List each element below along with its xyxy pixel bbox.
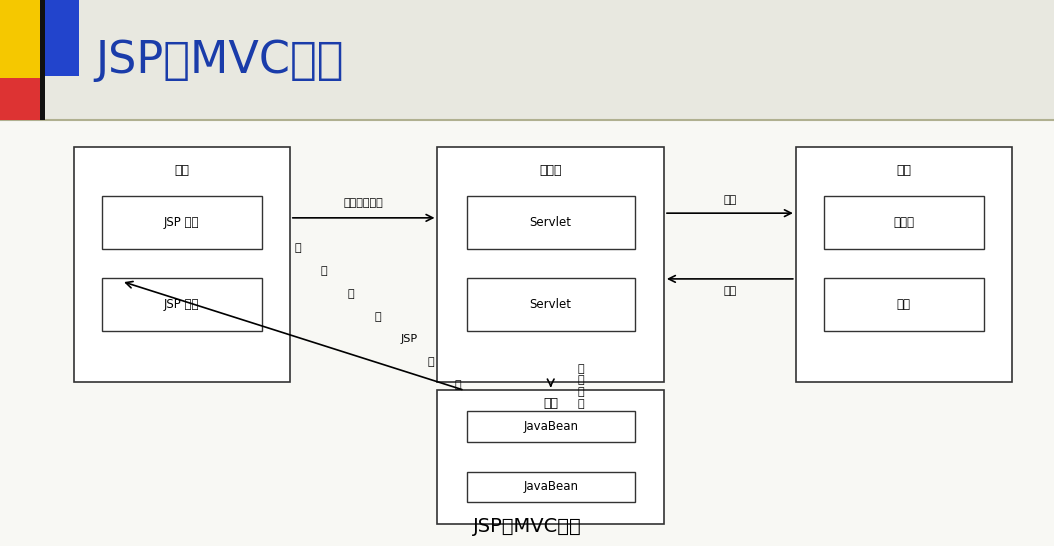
Text: 请: 请 bbox=[454, 380, 461, 390]
Text: 数据库: 数据库 bbox=[894, 216, 914, 229]
Text: 数据: 数据 bbox=[896, 164, 912, 177]
FancyBboxPatch shape bbox=[74, 147, 290, 382]
Text: JavaBean: JavaBean bbox=[523, 420, 579, 433]
FancyBboxPatch shape bbox=[467, 196, 635, 249]
FancyBboxPatch shape bbox=[0, 0, 1054, 120]
FancyBboxPatch shape bbox=[102, 196, 261, 249]
FancyBboxPatch shape bbox=[824, 196, 983, 249]
FancyBboxPatch shape bbox=[45, 0, 79, 76]
FancyBboxPatch shape bbox=[0, 78, 40, 120]
FancyBboxPatch shape bbox=[102, 278, 261, 331]
FancyBboxPatch shape bbox=[467, 412, 635, 442]
FancyBboxPatch shape bbox=[467, 278, 635, 331]
Text: 视图: 视图 bbox=[174, 164, 190, 177]
Text: 模型: 模型 bbox=[543, 397, 559, 410]
Text: Servlet: Servlet bbox=[530, 216, 571, 229]
Text: JSP中MVC模式: JSP中MVC模式 bbox=[95, 39, 344, 81]
FancyBboxPatch shape bbox=[796, 147, 1012, 382]
Text: JavaBean: JavaBean bbox=[523, 480, 579, 493]
Text: Servlet: Servlet bbox=[530, 298, 571, 311]
Text: 显: 显 bbox=[374, 312, 380, 322]
FancyBboxPatch shape bbox=[467, 472, 635, 502]
FancyBboxPatch shape bbox=[0, 0, 40, 98]
Text: 文件: 文件 bbox=[897, 298, 911, 311]
Text: JSP 页面: JSP 页面 bbox=[164, 216, 199, 229]
Text: 存
储
数
据: 存 储 数 据 bbox=[578, 364, 584, 409]
Text: 求: 求 bbox=[428, 357, 434, 367]
Text: 控制器: 控制器 bbox=[540, 164, 562, 177]
FancyBboxPatch shape bbox=[437, 147, 664, 382]
FancyBboxPatch shape bbox=[824, 278, 983, 331]
Text: 据: 据 bbox=[294, 244, 300, 253]
Text: 连接: 连接 bbox=[723, 195, 737, 205]
FancyBboxPatch shape bbox=[437, 390, 664, 524]
Text: JSP中MVC模式: JSP中MVC模式 bbox=[472, 517, 582, 536]
Text: 读取: 读取 bbox=[723, 286, 737, 296]
Text: JSP: JSP bbox=[401, 335, 418, 345]
Text: JSP 页面: JSP 页面 bbox=[164, 298, 199, 311]
Text: 数: 数 bbox=[320, 266, 328, 276]
FancyBboxPatch shape bbox=[40, 0, 45, 120]
Text: 示: 示 bbox=[348, 289, 354, 299]
Text: 请求处理数据: 请求处理数据 bbox=[344, 198, 384, 207]
